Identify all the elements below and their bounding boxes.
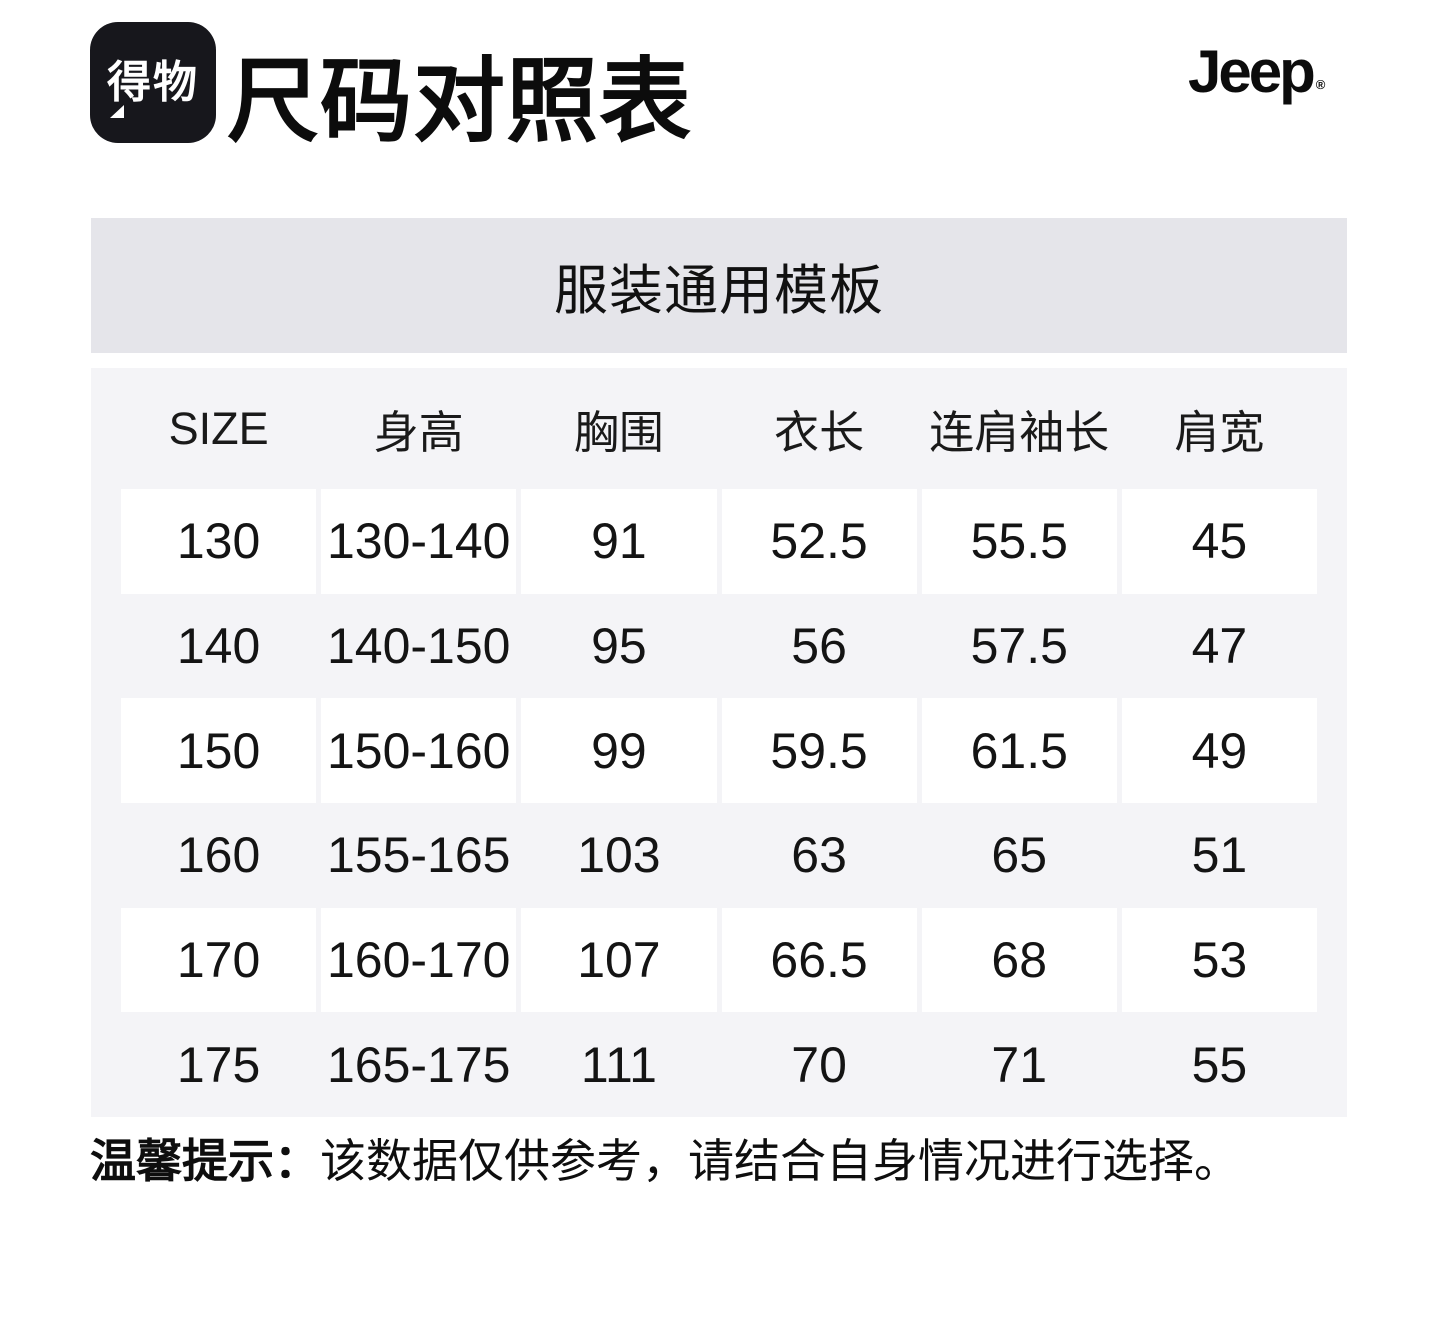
- table-cell: 66.5: [721, 907, 917, 1013]
- page-title: 尺码对照表: [227, 51, 693, 153]
- footer-tip-text: 该数据仅供参考，请结合自身情况进行选择。: [320, 1135, 1240, 1187]
- table-cell: 99: [521, 698, 717, 804]
- footer-tip: 温馨提示：该数据仅供参考，请结合自身情况进行选择。: [90, 1132, 1240, 1192]
- table-cell: 103: [577, 827, 661, 884]
- registered-trademark-symbol: ®: [1315, 77, 1326, 92]
- table-cell: 70: [791, 1036, 847, 1093]
- table-row: 160 155-165 103 63 65 51: [121, 803, 1317, 908]
- table-row: 140 140-150 95 56 57.5 47: [121, 594, 1317, 699]
- column-header: 胸围: [573, 407, 664, 458]
- table-cell: 52.5: [721, 489, 917, 594]
- jeep-brand-logo: Jeep ®: [1188, 42, 1325, 102]
- table-cell: 91: [521, 489, 717, 594]
- column-header: 连肩袖长: [929, 407, 1110, 458]
- table-cell: 150: [121, 698, 317, 804]
- table-cell: 130: [121, 489, 317, 594]
- table-cell: 65: [991, 827, 1048, 884]
- table-cell: 155-165: [326, 827, 511, 884]
- table-row: 130 130-140 91 52.5 55.5 45: [121, 489, 1317, 594]
- template-banner: 服装通用模板: [91, 218, 1347, 353]
- dewu-logo: 得物: [90, 22, 216, 143]
- table-cell: 56: [791, 618, 847, 674]
- table-cell: 47: [1191, 618, 1248, 674]
- table-cell: 68: [921, 907, 1117, 1013]
- table-cell: 49: [1121, 698, 1317, 804]
- table-cell: 45: [1121, 489, 1317, 594]
- dewu-logo-bubble-tail: [110, 105, 124, 118]
- table-cell: 150-160: [321, 698, 517, 804]
- table-cell: 175: [176, 1036, 261, 1093]
- table-row: 170 160-170 107 66.5 68 53: [121, 907, 1317, 1013]
- table-cell: 160: [176, 827, 261, 884]
- table-cell: 51: [1191, 827, 1248, 884]
- table-cell: 71: [991, 1036, 1048, 1093]
- footer-tip-label: 温馨提示：: [90, 1135, 320, 1187]
- table-row: 150 150-160 99 59.5 61.5 49: [121, 698, 1317, 804]
- table-cell: 55.5: [921, 489, 1117, 594]
- template-banner-label: 服装通用模板: [554, 261, 884, 321]
- size-table-header: SIZE 身高 胸围 衣长 连肩袖长 肩宽: [121, 368, 1317, 489]
- table-cell: 140-150: [326, 618, 511, 674]
- dewu-logo-text: 得物: [107, 57, 199, 107]
- table-cell: 165-175: [326, 1036, 511, 1093]
- column-header: SIZE: [168, 402, 269, 454]
- table-cell: 160-170: [321, 907, 517, 1013]
- table-cell: 130-140: [321, 489, 517, 594]
- jeep-brand-text: Jeep: [1188, 38, 1316, 105]
- table-cell: 107: [521, 907, 717, 1013]
- size-table-body: 130 130-140 91 52.5 55.5 45 140 140-150 95 56 57.5…: [121, 489, 1317, 1117]
- table-cell: 95: [591, 618, 647, 674]
- table-cell: 170: [121, 907, 317, 1013]
- table-cell: 53: [1121, 907, 1317, 1013]
- column-header: 肩宽: [1174, 407, 1265, 458]
- table-cell: 111: [580, 1036, 657, 1093]
- table-cell: 61.5: [921, 698, 1117, 804]
- column-header: 衣长: [774, 407, 865, 458]
- table-cell: 63: [791, 827, 847, 884]
- column-header: 身高: [373, 407, 464, 458]
- table-cell: 59.5: [721, 698, 917, 804]
- table-cell: 57.5: [970, 618, 1068, 674]
- table-row: 175 165-175 111 70 71 55: [121, 1012, 1317, 1117]
- table-cell: 140: [176, 618, 261, 674]
- table-cell: 55: [1191, 1036, 1248, 1093]
- size-table: SIZE 身高 胸围 衣长 连肩袖长 肩宽 130 130-140 91 52.5 55.5 45 1…: [91, 368, 1347, 1117]
